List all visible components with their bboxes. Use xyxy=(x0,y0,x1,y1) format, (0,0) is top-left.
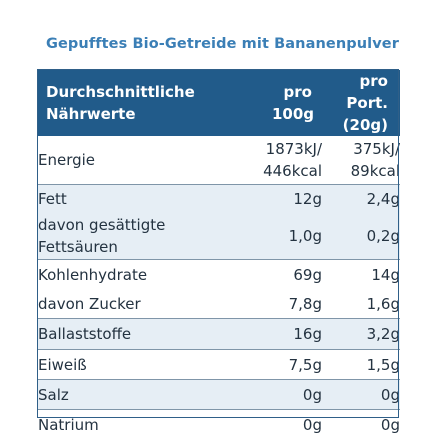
value-portion: 1,5g xyxy=(322,349,400,380)
value-portion: 14g xyxy=(371,266,400,284)
value-100g: 16g xyxy=(230,318,322,350)
table-row: davon Zucker 7,8g 1,6g xyxy=(38,290,400,319)
value-portion: 0,2g xyxy=(322,213,400,260)
value-100g: 0g xyxy=(230,379,322,410)
row-label: Kohlenhydrate xyxy=(38,266,148,284)
value-portion: 2,4g xyxy=(322,184,400,213)
row-label: Energie xyxy=(38,136,230,185)
product-title: Gepufftes Bio-Getreide mit Bananenpulver xyxy=(46,36,399,52)
row-label: Eiweiß xyxy=(38,349,230,380)
value-portion: 3,2g xyxy=(322,318,400,350)
row-label: Salz xyxy=(38,379,230,410)
value-portion: 1,6g xyxy=(322,290,400,319)
row-label: davon Zucker xyxy=(38,290,230,319)
value-portion: 0g xyxy=(322,379,400,410)
value-100g: 7,8g xyxy=(230,290,322,319)
value-100g: 7,5g xyxy=(230,349,322,380)
row-label: davon gesättigte Fettsäuren xyxy=(38,213,230,260)
value-100g: 69g xyxy=(293,266,322,284)
value-100g: 0g xyxy=(302,415,322,434)
row-label: Ballaststoffe xyxy=(38,318,230,350)
nutrition-table: Durchschnittliche Nährwerte pro 100g pro… xyxy=(38,70,400,439)
table-row: Ballaststoffe 16g 3,2g xyxy=(38,318,400,350)
value-100g: 1873kJ/ 446kcal xyxy=(230,136,322,185)
table-row: Natrium 0g 0g xyxy=(38,410,400,440)
header-nutrients: Durchschnittliche Nährwerte xyxy=(38,70,230,136)
row-label: Natrium xyxy=(38,415,99,434)
value-portion: 375kJ/ 89kcal xyxy=(322,136,400,185)
table-row: Energie 1873kJ/ 446kcal 375kJ/ 89kcal xyxy=(38,136,400,185)
table-row: Kohlenhydrate 69g 14g xyxy=(38,260,400,291)
table-row: davon gesättigte Fettsäuren 1,0g 0,2g xyxy=(38,213,400,260)
table-row: Fett 12g 2,4g xyxy=(38,184,400,213)
value-portion: 0g xyxy=(380,415,400,434)
value-100g: 1,0g xyxy=(230,213,322,260)
header-per-100g: pro 100g xyxy=(230,70,322,136)
value-100g: 12g xyxy=(230,184,322,213)
header-per-portion: pro Port. (20g) xyxy=(322,70,400,136)
table-row: Salz 0g 0g xyxy=(38,379,400,410)
header-row: Durchschnittliche Nährwerte pro 100g pro… xyxy=(38,70,400,136)
table-row: Eiweiß 7,5g 1,5g xyxy=(38,349,400,380)
row-label: Fett xyxy=(38,184,230,213)
